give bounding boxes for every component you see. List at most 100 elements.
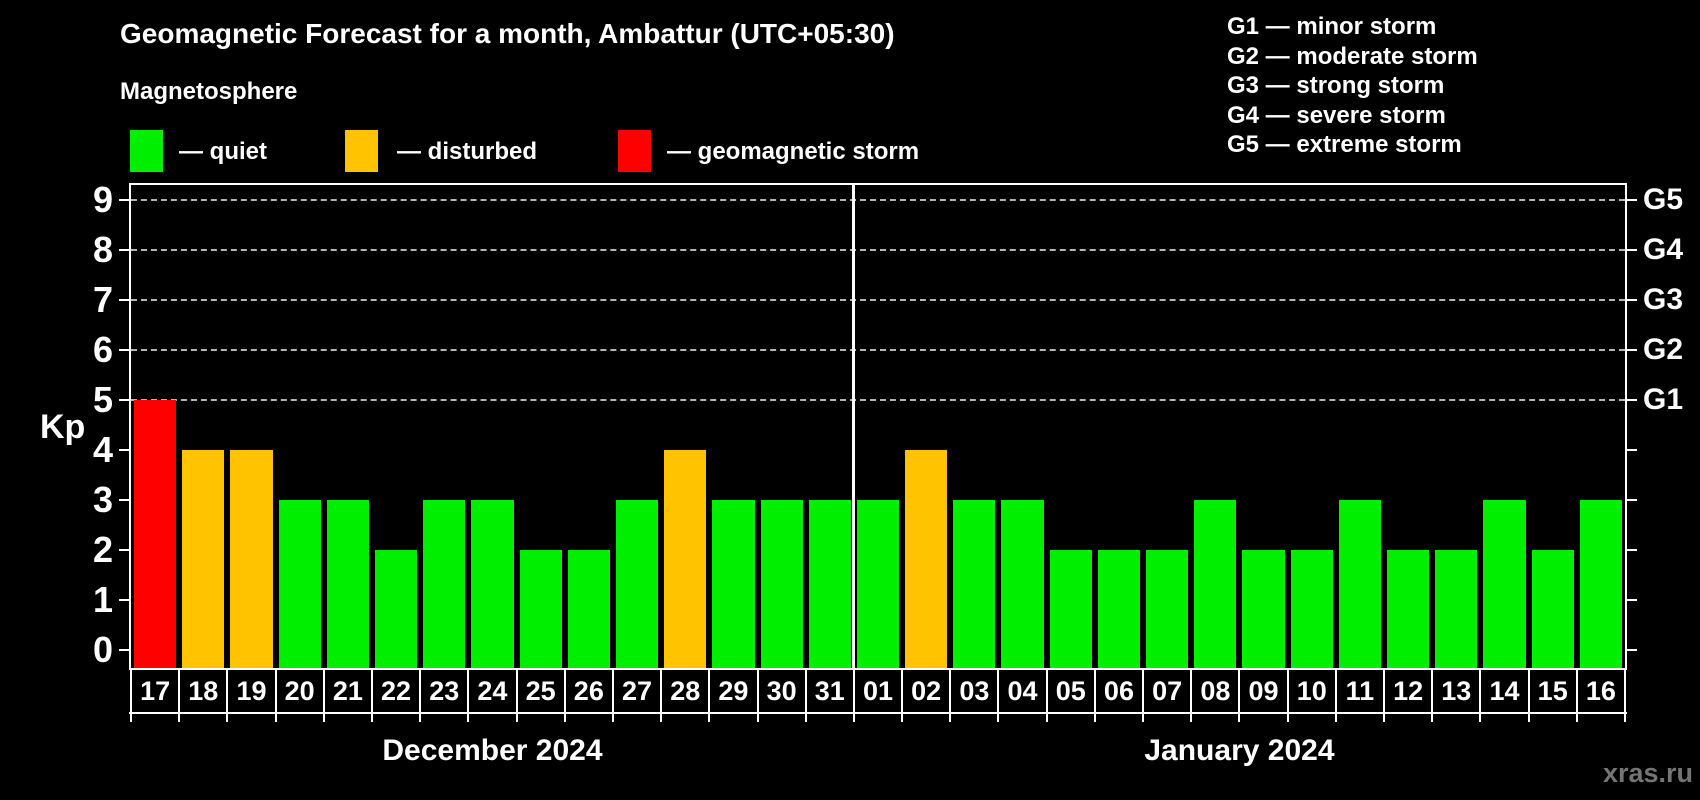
day-label-dec-27: 27 [621,676,653,706]
day-box-separator-7 [467,668,470,712]
legend-label-disturbed: — disturbed [397,138,538,165]
day-label-jan-14: 14 [1489,676,1520,706]
day-label-jan-09: 09 [1248,676,1279,706]
y-axis-tick-right-3 [1625,499,1637,501]
x-axis-tick-29 [1527,714,1530,722]
day-box-separator-28 [1479,668,1482,712]
x-axis-tick-16 [901,714,904,722]
kp-bar-jan-05 [1049,550,1092,668]
x-axis-tick-6 [419,714,422,722]
y-axis-tick-right-7 [1625,299,1637,301]
x-axis-tick-17 [949,714,952,722]
y-axis-tick-left-9 [119,199,131,201]
y-axis-tick-left-7 [119,299,131,301]
right-axis-label-g4: G4 [1643,233,1684,266]
day-label-dec-19: 19 [236,676,267,706]
y-axis-label-2: 2 [92,529,113,570]
y-axis-tick-left-2 [119,549,131,551]
legend-label-quiet: — quiet [179,138,267,165]
month-label-jan: January 2024 [1144,734,1335,767]
x-axis-tick-3 [274,714,277,722]
day-box-separator-29 [1527,668,1530,712]
kp-bar-dec-21 [326,500,369,668]
chart-title: Geomagnetic Forecast for a month, Ambatt… [120,18,895,49]
day-label-dec-28: 28 [670,676,701,706]
day-label-dec-25: 25 [525,676,556,706]
day-label-dec-20: 20 [284,676,315,706]
g-scale-legend-line-3: G3 — strong storm [1227,72,1445,99]
y-axis-tick-right-6 [1625,349,1637,351]
day-box-separator-30 [1575,668,1578,712]
day-label-dec-17: 17 [140,676,171,706]
day-box-separator-18 [997,668,1000,712]
watermark: xras.ru [1602,758,1693,788]
day-box-separator-17 [949,668,952,712]
kp-bar-dec-24 [471,500,514,668]
kp-bar-dec-25 [519,550,562,668]
day-label-dec-18: 18 [188,676,219,706]
day-label-dec-29: 29 [718,676,749,706]
y-axis-label-0: 0 [92,629,113,670]
day-label-jan-13: 13 [1441,676,1472,706]
kp-bar-jan-14 [1483,500,1526,668]
x-axis-tick-15 [852,714,855,722]
day-box-separator-4 [322,668,325,712]
kp-bar-jan-06 [1097,550,1141,668]
x-axis-tick-23 [1238,714,1241,722]
x-axis-tick-7 [467,714,470,722]
x-axis-tick-30 [1575,714,1578,722]
y-axis-label-5: 5 [92,379,113,420]
kp-bar-jan-11 [1338,500,1382,668]
y-axis-tick-left-5 [119,399,131,401]
x-axis-tick-18 [997,714,1000,722]
x-axis-tick-24 [1286,714,1289,722]
day-box-separator-27 [1431,668,1434,712]
kp-bar-dec-28 [664,450,707,668]
right-axis-label-g1: G1 [1643,383,1684,416]
day-label-dec-30: 30 [766,676,797,706]
kp-bar-dec-26 [567,550,610,668]
gridline-kp5 [131,399,1625,401]
day-label-dec-23: 23 [429,676,460,706]
kp-bar-dec-19 [230,450,273,668]
day-label-jan-15: 15 [1537,676,1568,706]
x-axis-tick-0 [130,714,132,722]
kp-bar-jan-12 [1387,550,1430,668]
kp-bar-jan-01 [856,500,900,668]
kp-bar-dec-18 [182,450,225,668]
right-axis-label-g3: G3 [1643,283,1684,316]
storm-color-swatch [618,130,651,172]
kp-bar-jan-15 [1531,550,1574,668]
y-axis-tick-left-3 [119,499,131,501]
y-axis-tick-left-0 [119,649,131,651]
kp-bar-dec-31 [808,500,851,668]
day-label-jan-05: 05 [1055,676,1086,706]
day-box-separator-21 [1142,668,1145,712]
day-label-jan-01: 01 [862,676,893,706]
quiet-color-swatch [130,130,163,172]
y-axis-tick-right-5 [1625,399,1637,401]
kp-bar-jan-13 [1435,550,1478,668]
day-box-separator-6 [419,668,422,712]
day-box-separator-15 [852,668,855,712]
day-box-separator-20 [1093,668,1096,712]
month-separator-line [852,183,856,668]
day-box-separator-1 [178,668,181,712]
day-box-separator-14 [804,668,807,712]
y-axis-label-3: 3 [92,479,113,520]
kp-bar-jan-07 [1146,550,1189,668]
legend-label-storm: — geomagnetic storm [667,138,920,165]
day-box-separator-31 [1624,668,1626,712]
x-axis-tick-31 [1624,714,1626,722]
day-label-jan-12: 12 [1393,676,1424,706]
kp-bar-dec-27 [615,500,659,668]
day-label-dec-24: 24 [477,676,508,706]
y-axis-title: Kp [40,408,86,446]
x-axis-tick-20 [1093,714,1096,722]
day-box-separator-9 [563,668,566,712]
kp-bar-jan-02 [905,450,948,668]
gridline-kp8 [131,249,1625,251]
day-box-separator-2 [226,668,229,712]
day-box-separator-10 [611,668,614,712]
kp-bar-dec-17 [134,400,177,668]
